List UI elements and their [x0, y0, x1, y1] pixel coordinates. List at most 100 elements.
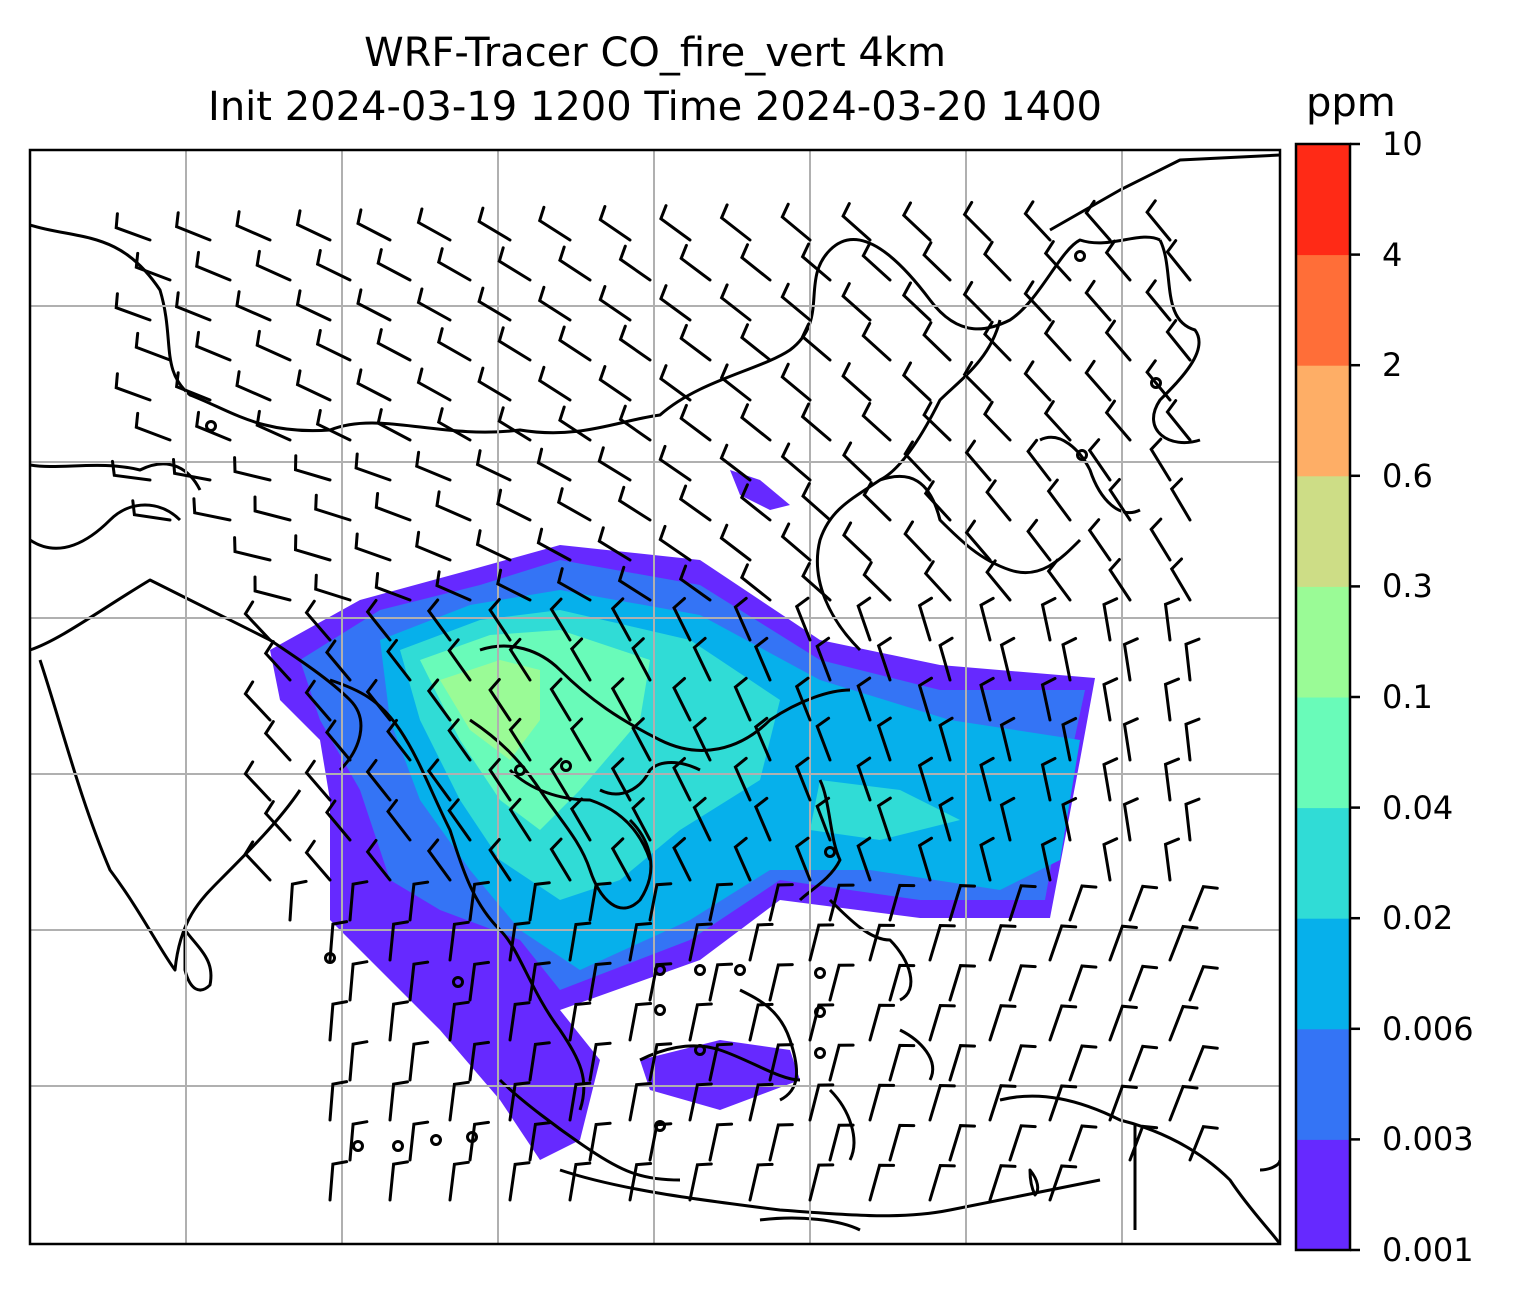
calm-wind-circle [205, 420, 217, 432]
wind-barb [374, 572, 412, 602]
wind-barb [780, 282, 812, 322]
calm-wind-circle [734, 964, 746, 976]
wind-barb [497, 246, 532, 282]
wind-barb [1104, 239, 1132, 282]
wind-barb [597, 446, 632, 482]
wind-barb [243, 840, 272, 882]
wind-barb [794, 676, 812, 722]
wind-barb [325, 639, 352, 682]
wind-barb [1188, 964, 1219, 1002]
wind-barb [447, 718, 472, 762]
calm-wind-circle [1150, 377, 1162, 389]
wind-barb [768, 883, 794, 922]
wind-barb [1102, 757, 1119, 802]
wind-barb [1040, 676, 1057, 722]
calm-wind-circle [430, 1134, 442, 1146]
wind-barb [131, 499, 172, 522]
calm-wind-circle [560, 760, 572, 772]
wind-barb [114, 292, 152, 322]
wind-barb [408, 880, 430, 922]
wind-barb [477, 286, 512, 322]
wind-barb [917, 676, 933, 722]
wind-barb [374, 492, 412, 522]
wind-barb [1145, 359, 1172, 402]
wind-barb [753, 796, 772, 842]
wind-barb [679, 243, 712, 282]
wind-barb [426, 598, 452, 642]
wind-barb [1108, 478, 1132, 522]
wind-barb [938, 796, 954, 842]
wind-barb [174, 291, 212, 322]
wind-barb [255, 409, 292, 442]
wind-barb [719, 443, 752, 482]
wind-barb [828, 883, 855, 922]
wind-barb [988, 1084, 1017, 1122]
wind-barb [304, 599, 332, 642]
wind-barb [648, 882, 673, 922]
wind-barb [598, 205, 632, 242]
wind-barb [868, 1003, 896, 1042]
wind-barb [617, 565, 652, 602]
wind-barb [983, 320, 1012, 362]
wind-barb [1122, 717, 1139, 762]
wind-barb [235, 370, 272, 402]
wind-barb [928, 923, 956, 962]
wind-barb [794, 756, 812, 802]
wind-barb [263, 800, 292, 842]
wind-barb [447, 638, 472, 682]
wind-barb [569, 637, 592, 682]
wind-barb [962, 360, 992, 402]
wind-barb [1163, 677, 1180, 722]
wind-barb [1184, 637, 1201, 682]
wind-barbs [111, 199, 1219, 1202]
wind-barb [1165, 399, 1192, 442]
colorbar-tick-label: 0.3 [1382, 567, 1433, 606]
wind-barb [617, 485, 652, 522]
wind-barb [1165, 239, 1192, 282]
wind-barb [1108, 924, 1138, 962]
wind-barb [733, 596, 752, 642]
wind-barb [325, 799, 352, 842]
colorbar-tick-label: 0.04 [1382, 788, 1454, 827]
wind-barb [235, 290, 272, 322]
wind-barb [1048, 1004, 1078, 1042]
wind-barb [1046, 558, 1072, 602]
wind-barb [1108, 558, 1132, 602]
wind-barb [618, 324, 652, 362]
wind-barb [856, 836, 872, 882]
wind-barb [1026, 438, 1052, 482]
wind-barb [253, 495, 292, 522]
wind-barb [1184, 717, 1201, 762]
wind-barb [468, 1120, 490, 1162]
wind-barb [468, 960, 490, 1002]
colorbar-segment [1296, 697, 1350, 809]
wind-barb [365, 679, 392, 722]
wind-barb [315, 329, 352, 362]
colorbar-tick-label: 10 [1382, 125, 1423, 163]
wind-barb [426, 678, 452, 722]
wind-barb [598, 285, 632, 322]
wind-barb [794, 836, 812, 882]
wind-barb [1087, 518, 1112, 562]
wind-barb [1163, 757, 1180, 802]
wind-barb [263, 720, 292, 762]
wind-barb [365, 759, 392, 802]
wind-barb [348, 1040, 369, 1082]
wind-barb [243, 680, 272, 722]
wind-barb [748, 1082, 774, 1122]
wind-barb [295, 289, 332, 322]
wind-barb [740, 243, 772, 282]
wind-barb [1008, 964, 1037, 1002]
wind-barb [528, 1121, 551, 1162]
wind-barb [314, 573, 352, 602]
wind-barb [628, 1082, 653, 1122]
wind-barb [628, 1162, 653, 1202]
wind-barb [348, 1120, 369, 1162]
wind-barb [672, 837, 692, 882]
wind-barb [416, 287, 452, 322]
wind-barb [928, 1003, 956, 1042]
wind-barb [569, 717, 592, 762]
wind-barb [386, 718, 412, 762]
wind-barb [1108, 1084, 1138, 1122]
wind-barb [598, 365, 632, 402]
